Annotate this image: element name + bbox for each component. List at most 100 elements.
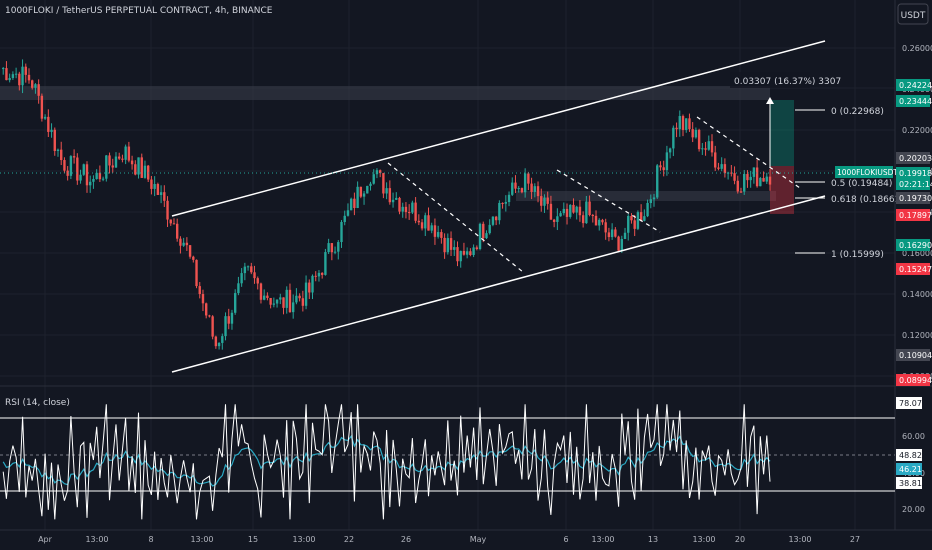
candle-body [388,188,392,203]
rsi-title[interactable]: RSI (14, close) [5,398,70,408]
candle-body [153,184,156,189]
candle-body [47,116,50,132]
candle-body [411,202,414,213]
candle-body [192,256,195,260]
rsi-badge-label: 78.07 [899,399,922,408]
candle-body [150,179,153,189]
candles-group [2,59,772,350]
rsi-line [2,404,771,520]
candle-body [327,243,330,253]
time-axis[interactable]: Apr 13:00 8 13:00 15 13:00 22 26 May 6 13:00 13 13:0… [38,535,860,544]
candle-body [739,191,743,193]
candle-body [511,182,514,195]
candle-body [359,186,363,197]
candle-body [656,165,659,198]
candle-body [330,243,334,253]
candle-body [749,176,752,181]
candle-body [498,202,501,221]
candle-body [227,316,230,324]
price-badge [896,349,930,361]
candle-body [304,282,308,306]
candle-body [105,155,108,179]
dashed-trendlines[interactable] [387,116,801,273]
candle-body [407,212,411,214]
candle-body [743,173,746,192]
candle-body [56,149,60,151]
candle-body [459,250,462,262]
candle-body [262,295,266,300]
candle-body [507,194,511,203]
candle-body [134,164,137,175]
candle-body [21,66,24,86]
candle-body [382,173,385,194]
candle-body [369,183,372,186]
candle-body [665,152,669,171]
candle-body [179,238,182,246]
candle-body [472,247,475,256]
symbol-price-label-bg [835,166,893,178]
channel-lower-line[interactable] [171,195,826,373]
candle-body [60,149,63,161]
price-badge-label: 0.19730 [899,194,932,203]
time-tick-label: 20 [735,535,745,544]
time-tick-label: 13:00 [190,535,213,544]
candle-body [675,127,678,130]
candle-body [40,95,44,119]
candle-body [559,213,562,217]
symbol-price-label: 1000FLOKIUSDT.P [837,168,904,177]
candle-body [230,312,234,324]
candle-body [633,220,636,229]
candle-body [333,251,337,253]
dashed-line-1[interactable] [387,162,524,273]
candle-body [349,198,353,211]
candle-body [156,184,160,195]
candle-body [736,180,739,192]
candle-body [691,129,694,138]
candle-body [701,148,704,150]
price-badge [896,263,930,275]
price-badge-label: 0.08994 [899,376,932,385]
currency-button-label: USDT [901,11,926,21]
symbol-title[interactable]: 1000FLOKI / TetherUS PERPETUAL CONTRACT,… [5,6,273,16]
candle-body [143,165,147,178]
price-badge [896,239,930,251]
candle-body [501,202,504,204]
price-tick-label: 0.22000 [902,126,932,135]
price-tick-label: 0.16000 [902,249,932,258]
currency-button[interactable] [897,3,929,25]
candle-body [488,224,491,234]
candle-body [688,118,691,130]
position-stop-zone[interactable] [770,166,794,214]
support-zone[interactable] [516,191,776,201]
resistance-zone[interactable] [0,86,770,100]
price-badge-label: 02:21:14 [899,180,932,189]
candle-body [720,164,723,169]
candle-body [53,129,56,151]
time-tick-label: 26 [401,535,411,544]
fib-levels[interactable] [795,109,825,254]
candle-body [414,202,417,221]
candle-body [440,232,443,238]
candle-body [378,170,382,174]
time-tick-label: 27 [850,535,860,544]
position-target-zone[interactable] [770,100,794,166]
price-badge-label: 0.10904 [899,351,932,360]
candle-body [717,167,720,169]
time-tick-label: 13:00 [788,535,811,544]
price-badge-label: 0.15247 [899,265,932,274]
dashed-line-3[interactable] [696,116,801,189]
channel-upper-line[interactable] [171,40,826,217]
fib-05-label: 0.5 (0.19484) [831,179,892,189]
candle-body [279,297,282,300]
candle-body [662,167,665,171]
candle-body [527,173,530,184]
candle-body [43,116,47,119]
candle-body [130,160,134,165]
fib-0-label: 0 (0.22968) [831,107,884,117]
candle-body [343,215,346,223]
candle-body [201,294,205,304]
candle-body [362,193,366,197]
candle-body [672,127,675,149]
measure-label-bg [730,72,810,88]
